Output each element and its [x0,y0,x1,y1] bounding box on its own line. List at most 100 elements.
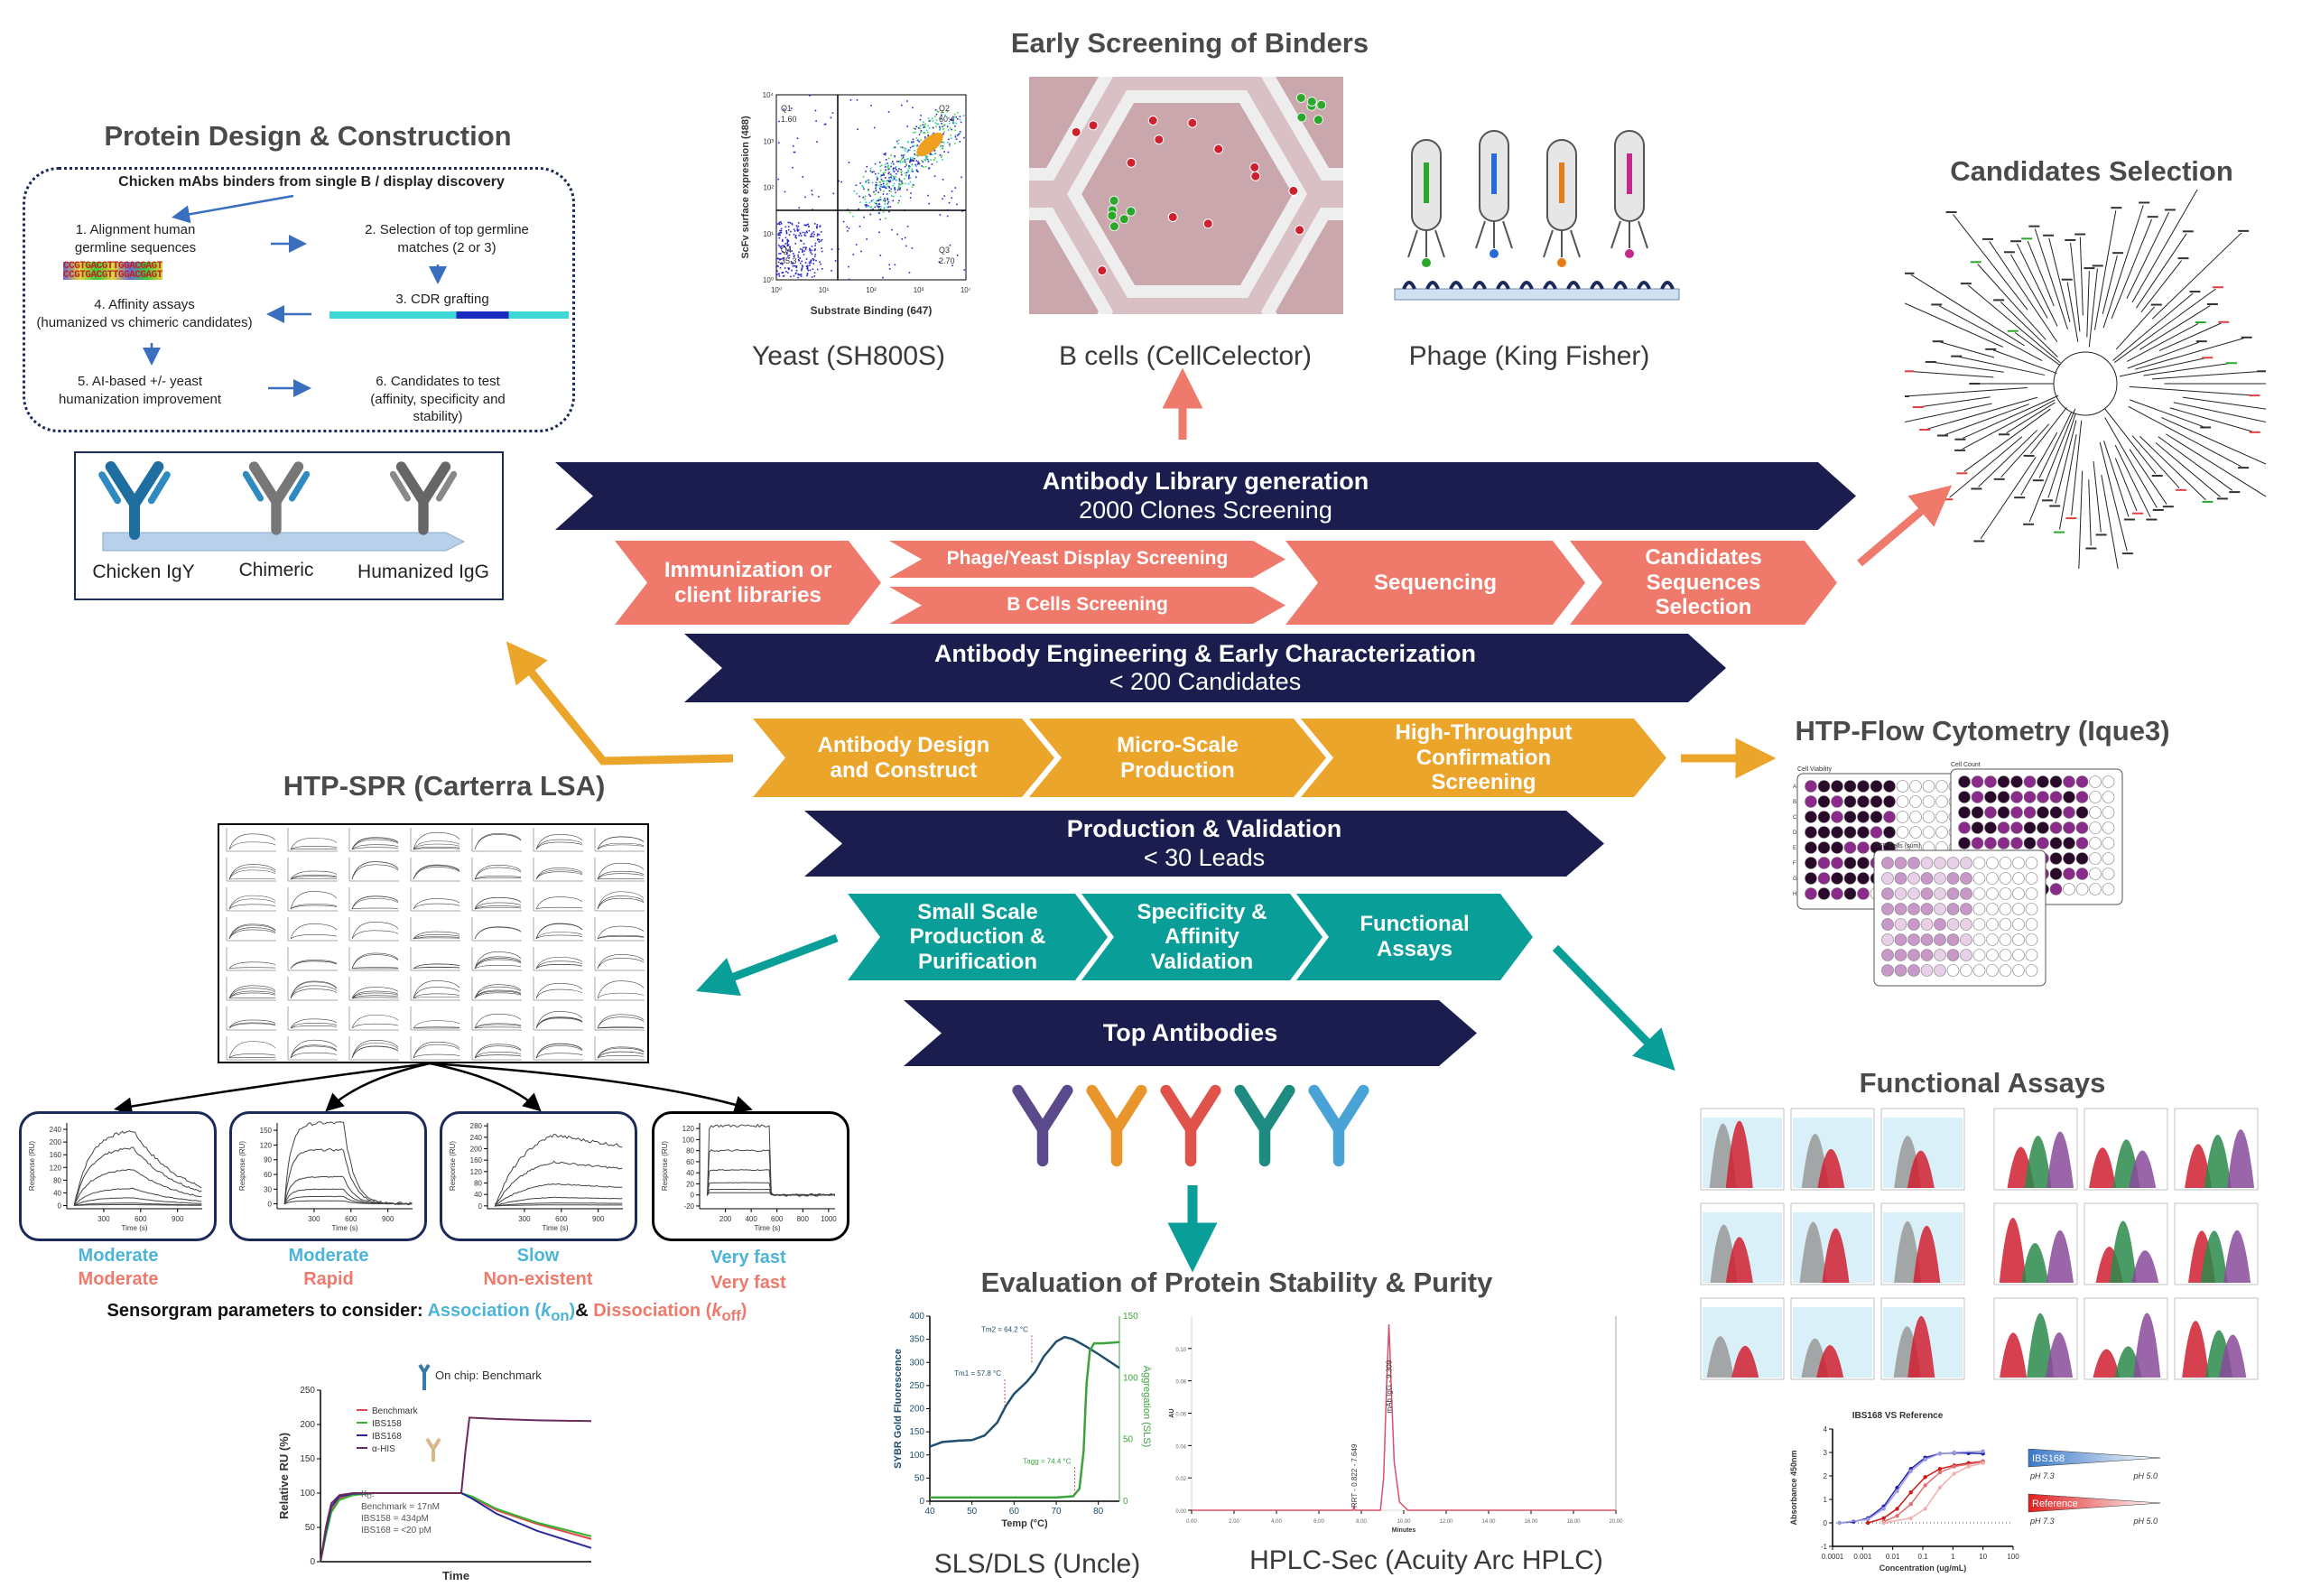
event-dot [818,196,820,198]
event-dot [912,183,914,186]
event-dot [787,240,790,242]
mini-sensorgram [597,1051,645,1059]
x-tick-label: 900 [172,1215,184,1223]
well [1857,826,1870,839]
event-dot [806,274,808,277]
leaf-label [2151,475,2163,478]
well [1920,887,1934,900]
event-dot [896,172,897,175]
event-dot [866,165,868,168]
mini-sensorgram [413,843,460,850]
x-tick-label: 10 [1979,1553,1987,1561]
event-dot [917,161,919,163]
well [2075,883,2089,895]
event-dot [951,121,954,124]
orange-arrow-to-design [506,641,734,766]
y2-tick-label: 100 [1123,1373,1138,1383]
step-b-cells-screening: B Cells Screening [889,587,1285,624]
event-dot [933,132,935,135]
event-dot [936,110,939,113]
x-tick-label: 70 [1051,1507,1062,1517]
mini-sensorgram [413,865,460,880]
y-tick-label: 2 [1824,1472,1828,1480]
event-dot [878,181,881,183]
tree-branch [2079,237,2084,316]
event-dot [959,116,961,117]
sensorgram-curve [283,1195,413,1205]
event-dot [901,183,903,185]
histogram-peak [1907,1150,1935,1188]
event-dot [813,233,815,236]
event-dot [875,185,877,188]
event-dot [777,178,779,181]
well [1907,918,1920,931]
mini-sensorgram [413,980,460,999]
sequence-alignment: CCGTGACGTTGGACGAGT CCGTGACGTTGGACGAGT [63,262,162,281]
antibody-icon [1308,1084,1369,1167]
y-tick-label: 40 [474,1191,482,1199]
mini-sensorgram [290,1039,338,1059]
tree-branch [1963,408,2051,472]
antibody-light-chain [242,470,311,502]
event-dot [796,228,798,231]
event-dot [908,272,911,274]
event-dot [955,122,958,125]
well [1984,806,1997,819]
y-tick-label: 0 [58,1202,62,1210]
x-tick-label: 80 [1093,1507,1104,1517]
green-cell [1316,99,1327,110]
event-dot [959,118,961,121]
event-dot [883,153,885,155]
red-cell [1249,162,1260,172]
well [1972,903,1986,915]
event-dot [955,116,958,118]
y-tick-label: 200 [909,1405,924,1415]
event-dot [816,224,819,226]
tree-branch [2158,322,2222,351]
event-dot [943,151,945,153]
mini-sensorgram [535,868,583,880]
x-tick-label: 200 [719,1215,732,1223]
event-dot [784,190,786,193]
event-dot [876,176,878,178]
event-dot [879,196,882,199]
well [1909,780,1922,793]
event-dot [943,195,946,197]
y-tick-label: 50 [914,1473,925,1483]
ph-to: pH 5.0 [2132,1517,2158,1526]
mini-sensorgram [351,992,399,999]
event-dot [820,231,822,233]
tree-branch [2093,210,2117,330]
mini-sensorgram [535,988,583,999]
event-dot [788,257,790,259]
leaf-label [1973,540,1985,543]
event-dot [784,267,786,269]
well [2012,887,2025,900]
event-dot [897,170,899,172]
well [2089,791,2102,803]
well [1817,841,1831,854]
event-dot [924,165,927,168]
well [2075,791,2089,803]
event-dot [909,156,912,159]
data-point [1952,1450,1956,1455]
x-tick-label: 10³ [914,286,924,294]
well [1805,780,1817,793]
tree-branch [2088,268,2098,348]
leaf-label [2216,497,2228,500]
tree-branch [1906,387,2028,397]
event-dot [777,244,780,246]
event-dot [916,144,919,146]
event-dot [940,118,942,120]
histogram-peak [2133,1313,2161,1378]
event-dot [838,248,840,250]
tree-branch [2048,237,2071,323]
step-small-scale-production: Small Scale Production & Purification [848,894,1108,980]
event-dot [901,157,904,160]
event-dot [951,197,953,200]
event-dot [884,197,886,200]
well [2023,806,2037,819]
red-cell [1147,116,1158,126]
tree-branch [2030,406,2067,454]
